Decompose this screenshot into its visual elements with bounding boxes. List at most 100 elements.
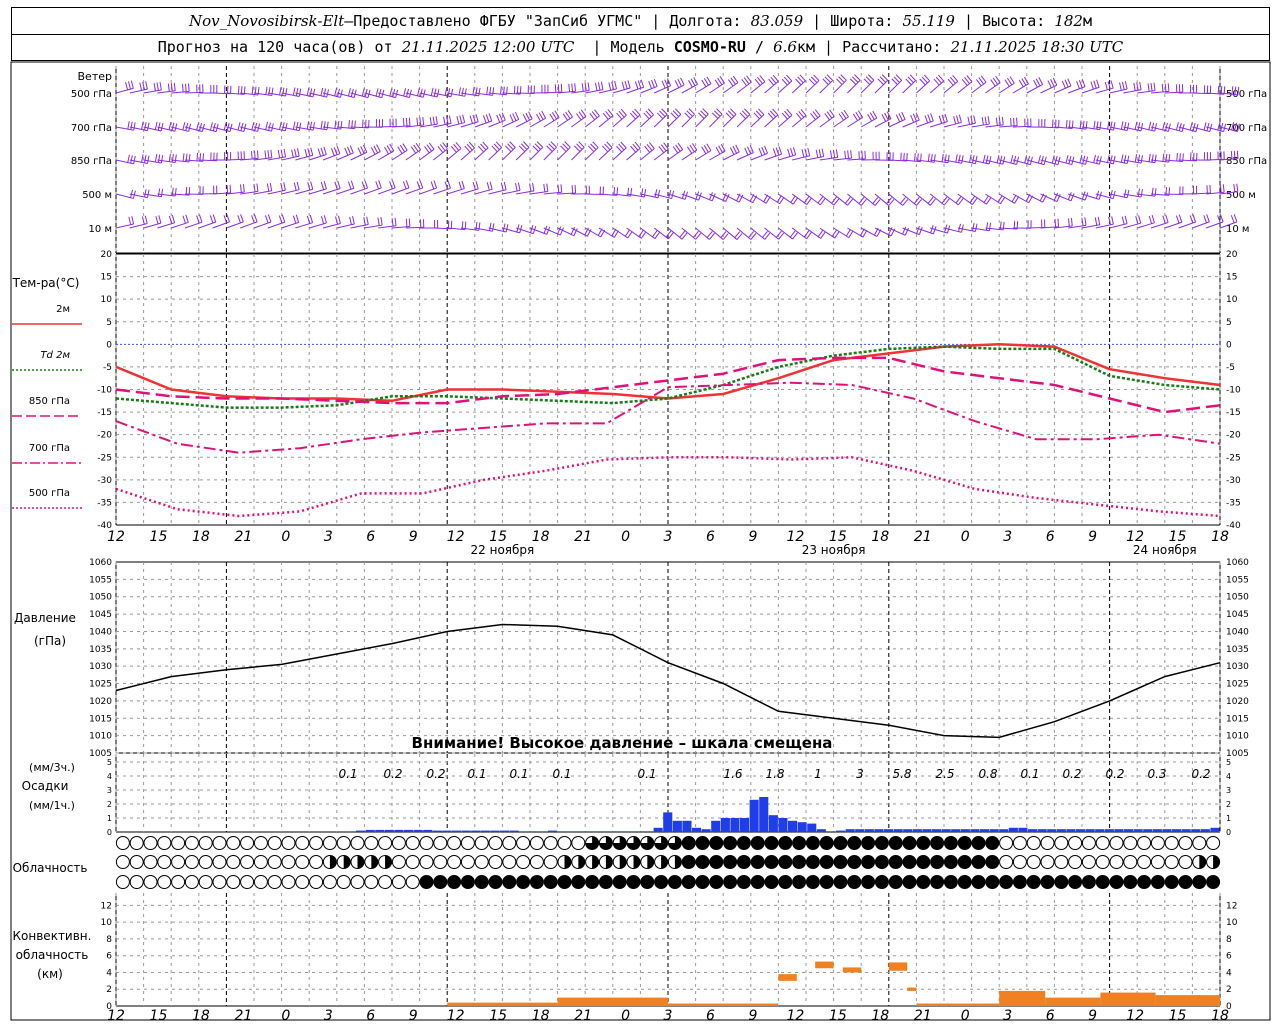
- wind-barb-flag: [501, 112, 506, 121]
- wind-barb-flag: [1067, 78, 1072, 87]
- cloud-symbol: [447, 836, 462, 850]
- wind-barb-flag: [270, 149, 273, 158]
- wind-barb-flag: [144, 215, 148, 224]
- cloud-circle: [640, 875, 655, 889]
- precip-bar: [375, 829, 385, 832]
- model-label: Модель: [610, 38, 665, 56]
- temp-hour-tick: 9: [748, 529, 757, 545]
- precip-bar: [1028, 829, 1038, 832]
- wind-barb-shaft: [598, 193, 617, 196]
- cloud-circle: [1040, 875, 1055, 889]
- cloud-symbol: [943, 875, 958, 889]
- wind-barb-flag: [761, 146, 766, 155]
- cloud-circle: [1192, 875, 1207, 889]
- wind-barb-flag: [399, 144, 406, 153]
- wind-barb-flag: [391, 218, 394, 227]
- wind-barb-flag: [347, 146, 352, 155]
- wind-barb-flag: [645, 110, 652, 118]
- wind-barb-flag: [256, 150, 259, 159]
- wind-barb-flag: [927, 114, 931, 123]
- wind-barb-flag: [838, 113, 844, 121]
- wind-barb-flag: [1148, 215, 1153, 224]
- wind-barb-flag: [291, 149, 294, 158]
- cloud-symbol: [847, 875, 862, 889]
- wind-barb-flag: [985, 155, 989, 164]
- cloud-symbol: [750, 875, 765, 889]
- lat-label: Широта:: [830, 12, 894, 30]
- wind-barb-flag: [253, 150, 256, 159]
- cloud-circle: [695, 875, 710, 889]
- wind-barb-flag: [543, 225, 548, 234]
- wind-barb-flag: [997, 195, 1003, 203]
- wind-barb-flag: [1124, 81, 1128, 90]
- wind-barb-flag: [972, 222, 975, 232]
- pressure-ytick-right: 1045: [1226, 610, 1249, 620]
- wind-barb-flag: [141, 216, 145, 225]
- cloud-circle: [543, 855, 558, 869]
- wind-barb-flag: [168, 215, 173, 224]
- cloud-circle: [930, 875, 945, 889]
- temp-hour-tick: 9: [409, 529, 418, 545]
- cloud-symbol: [999, 875, 1014, 889]
- wind-barb-flag: [160, 123, 164, 132]
- conv-hour-tick: 0: [281, 1008, 290, 1024]
- cloud-symbol: [681, 855, 696, 869]
- wind-barb-flag: [700, 110, 707, 117]
- wind-barb-flag: [528, 111, 533, 120]
- cloud-circle: [819, 836, 834, 850]
- precip-bar: [1066, 829, 1076, 832]
- cloud-circle: [1026, 836, 1041, 850]
- cloud-circle: [681, 875, 696, 889]
- wind-barb-flag: [984, 116, 987, 125]
- cloud-symbol: [985, 836, 1000, 850]
- precip-bar: [1152, 829, 1162, 832]
- cloud-symbol: [709, 875, 724, 889]
- wind-barb-shaft: [1123, 89, 1142, 94]
- cloud-symbol: [391, 836, 406, 850]
- precip-bar: [365, 829, 375, 832]
- wind-barb-flag: [532, 182, 535, 191]
- cloud-circle: [764, 855, 779, 869]
- cloud-symbol: [336, 875, 351, 889]
- wind-barb-flag: [732, 145, 738, 154]
- wind-barb-flag: [981, 117, 984, 126]
- wind-barb-shaft: [722, 82, 739, 94]
- wind-barb-shaft: [985, 227, 1004, 231]
- wind-barb-shaft: [695, 150, 712, 161]
- precip-bar: [826, 831, 836, 832]
- wind-barb-flag: [320, 147, 324, 156]
- cloud-symbol: [985, 875, 1000, 889]
- wind-barb-flag: [632, 143, 639, 151]
- wind-barb-flag: [826, 111, 833, 119]
- wind-barb-flag: [753, 112, 760, 120]
- wind-barb-flag: [703, 145, 709, 153]
- precip-bar: [711, 820, 721, 832]
- wind-barb-flag: [783, 76, 790, 84]
- wind-barb-flag: [519, 224, 523, 233]
- cloud-symbol: [516, 875, 531, 889]
- wind-barb-flag: [790, 195, 796, 203]
- wind-barb-flag: [824, 76, 831, 83]
- cloud-symbol: [516, 855, 531, 869]
- cloud-symbol: [460, 855, 475, 869]
- wind-barb-flag: [982, 154, 986, 163]
- cloud-circle: [792, 855, 807, 869]
- cloud-circle: [778, 855, 793, 869]
- conv-bar: [557, 997, 668, 1006]
- wind-barb-flag: [1038, 77, 1044, 85]
- wind-barb-flag: [608, 82, 612, 91]
- temp-hour-tick: 15: [829, 529, 847, 545]
- cloud-symbol: [971, 875, 986, 889]
- wind-barb-flag: [924, 115, 929, 124]
- conv-hour-tick: 6: [1046, 1008, 1055, 1024]
- cloud-symbol: [115, 836, 130, 850]
- cloud-circle: [253, 855, 268, 869]
- wind-barb-flag: [466, 143, 473, 151]
- wind-barb-flag: [362, 144, 368, 153]
- wind-barb-flag: [969, 154, 972, 163]
- wind-barb-flag: [720, 144, 726, 152]
- cloud-symbol: [460, 836, 475, 850]
- cloud-symbol: [240, 836, 255, 850]
- wind-barb-shaft: [764, 193, 780, 205]
- wind-barb-flag: [307, 182, 311, 191]
